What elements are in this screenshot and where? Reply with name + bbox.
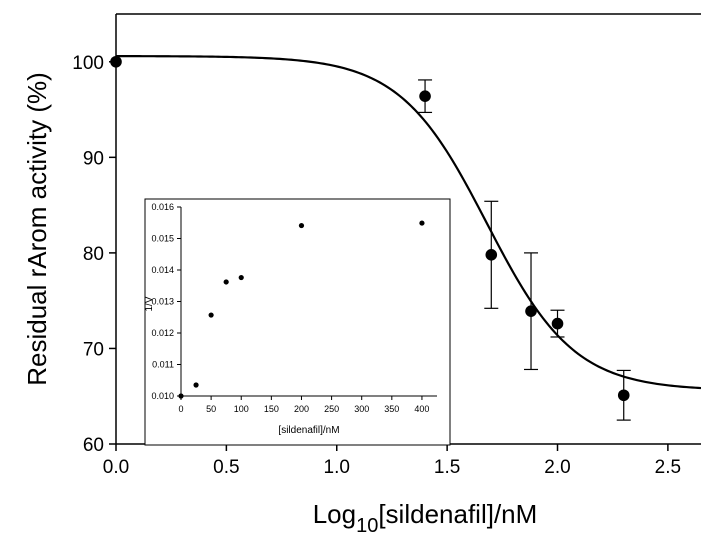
data-point: [485, 249, 498, 261]
main-y-tick-label: 70: [83, 339, 104, 360]
inset-y-tick-label: 0.012: [151, 328, 174, 338]
inset-data-point: [419, 220, 425, 226]
data-point: [551, 317, 564, 330]
inset-data-point: [298, 222, 305, 229]
inset-border: [144, 198, 451, 446]
inset-x-tick-label: 150: [264, 404, 279, 414]
main-x-tick-label: 2.0: [544, 457, 570, 478]
main-x-tick-label: 1.5: [434, 457, 460, 478]
main-x-tick-label: 2.5: [655, 457, 681, 478]
main-x-tick-label: 0.5: [213, 457, 239, 478]
data-point: [617, 389, 630, 402]
inset-data-point: [238, 274, 244, 281]
inset-y-tick-label: 0.011: [152, 360, 174, 370]
main-x-tick-label: 1.0: [324, 457, 350, 478]
inset-background: [145, 199, 450, 445]
inset-y-axis-title: 1/V: [144, 296, 155, 311]
inset-x-tick-label: 100: [234, 404, 249, 414]
inset-x-tick-label: 50: [206, 404, 216, 414]
inset-plot: 0 50 100 150 200 250 300 350 400 0.010 0.011 0.012…: [144, 198, 451, 446]
inset-data-point: [178, 393, 184, 399]
data-point: [419, 90, 431, 102]
inset-data-point: [208, 312, 214, 318]
inset-y-tick-label: 0.015: [151, 234, 174, 244]
inset-x-tick-label: 400: [414, 404, 429, 414]
inset-x-tick-label: 250: [324, 404, 339, 414]
main-y-axis-title: Residual rArom activity (%): [22, 72, 52, 386]
inset-data-point: [223, 279, 229, 285]
inset-data-points: [178, 220, 425, 399]
inset-x-tick-label: 0: [178, 404, 183, 414]
x-axis-title-subscript: 10: [356, 515, 378, 535]
inset-data-point: [193, 382, 199, 388]
main-x-tick-label: 0.0: [103, 457, 129, 478]
fit-curve: [115, 55, 701, 390]
inset-y-tick-label: 0.016: [151, 202, 174, 212]
inset-y-tick-label: 0.013: [151, 297, 174, 307]
inset-y-tick-label: 0.010: [151, 391, 174, 401]
main-y-tick-label: 90: [83, 148, 104, 169]
main-y-ticks: 60 70 80 90 100: [72, 53, 116, 456]
inset-y-tick-label: 0.014: [151, 265, 174, 275]
inset-x-tick-label: 300: [354, 404, 369, 414]
inset-x-tick-label: 350: [384, 404, 399, 414]
inset-x-tick-label: 200: [294, 404, 309, 414]
main-y-tick-label: 100: [72, 53, 104, 74]
main-y-tick-label: 80: [83, 244, 104, 265]
main-x-ticks: 0.0 0.5 1.0 1.5 2.0 2.5: [103, 444, 681, 478]
inset-y-ticks: 0.010 0.011 0.012 0.013 0.014 0.015 0.016: [151, 202, 181, 401]
data-point: [110, 55, 122, 68]
main-y-tick-label: 60: [83, 435, 104, 456]
inset-x-ticks: 0 50 100 150 200 250 300 350 400: [178, 396, 429, 414]
main-data-points: [110, 55, 631, 421]
data-point: [525, 305, 537, 317]
inset-x-axis-title: [sildenafil]/nM: [278, 425, 339, 436]
main-x-axis-title: Log10[sildenafil]/nM: [313, 499, 538, 535]
